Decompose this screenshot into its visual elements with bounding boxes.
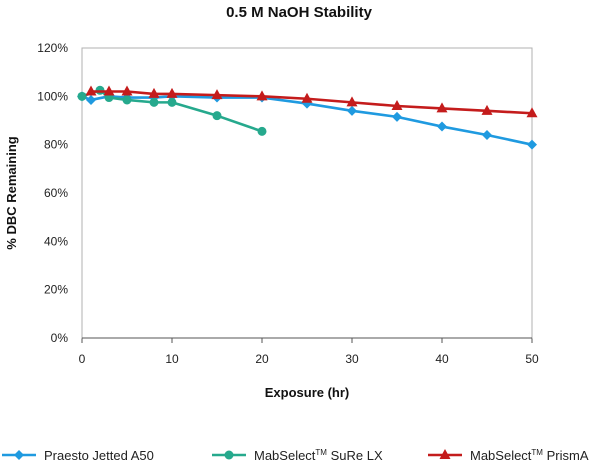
legend-marker [14, 450, 24, 460]
y-tick-label: 20% [44, 283, 68, 297]
y-axis-ticks: 0% 20% 40% 60% 80% 100% 120% [37, 41, 68, 345]
data-point [77, 91, 87, 101]
data-point [167, 97, 177, 107]
plot-area [81, 47, 533, 339]
x-tick-label: 40 [435, 352, 449, 366]
y-tick-label: 0% [51, 331, 69, 345]
data-point [212, 111, 222, 121]
legend-label: MabSelectTM SuRe LX [254, 448, 383, 463]
legend: Praesto Jetted A50 MabSelectTM SuRe LX Mab… [2, 448, 589, 463]
legend-marker [439, 449, 451, 459]
data-point [103, 85, 115, 96]
legend-item-2: MabSelectTM PrismA [428, 448, 589, 463]
data-point [256, 90, 268, 101]
data-point [436, 102, 448, 113]
data-point [392, 111, 402, 122]
x-tick-label: 10 [165, 352, 179, 366]
legend-label: MabSelectTM PrismA [470, 448, 589, 463]
x-tick-label: 0 [79, 352, 86, 366]
data-point [166, 87, 178, 98]
data-point [148, 87, 160, 98]
x-tick-label: 30 [345, 352, 359, 366]
chart-title: 0.5 M NaOH Stability [226, 4, 373, 21]
x-axis-label: Exposure (hr) [265, 385, 350, 400]
data-point [86, 94, 96, 105]
legend-item-1: MabSelectTM SuRe LX [212, 448, 383, 463]
data-point [121, 85, 133, 96]
legend-marker [224, 450, 234, 460]
data-point [437, 121, 447, 132]
y-tick-label: 120% [37, 41, 68, 55]
data-point [149, 97, 159, 107]
legend-label: Praesto Jetted A50 [44, 448, 154, 463]
data-point [122, 95, 132, 105]
y-tick-label: 40% [44, 234, 68, 248]
data-point [346, 96, 358, 107]
x-axis-ticks: 0 10 20 30 40 50 [79, 338, 539, 366]
data-point [301, 92, 313, 103]
x-tick-label: 20 [255, 352, 269, 366]
data-point [482, 130, 492, 140]
data-point [347, 105, 357, 116]
data-point [257, 126, 267, 136]
legend-item-0: Praesto Jetted A50 [2, 448, 154, 463]
y-axis-label: % DBC Remaining [4, 136, 19, 249]
x-tick-label: 50 [525, 352, 539, 366]
y-tick-label: 100% [37, 89, 68, 103]
data-point [526, 107, 538, 118]
series-2 [85, 85, 538, 118]
data-point [481, 104, 493, 115]
y-tick-label: 80% [44, 138, 68, 152]
data-point [85, 85, 97, 96]
data-point [391, 100, 403, 110]
data-point [527, 139, 537, 150]
series-layer [77, 85, 538, 150]
y-tick-label: 60% [44, 186, 68, 200]
data-point [211, 89, 223, 100]
